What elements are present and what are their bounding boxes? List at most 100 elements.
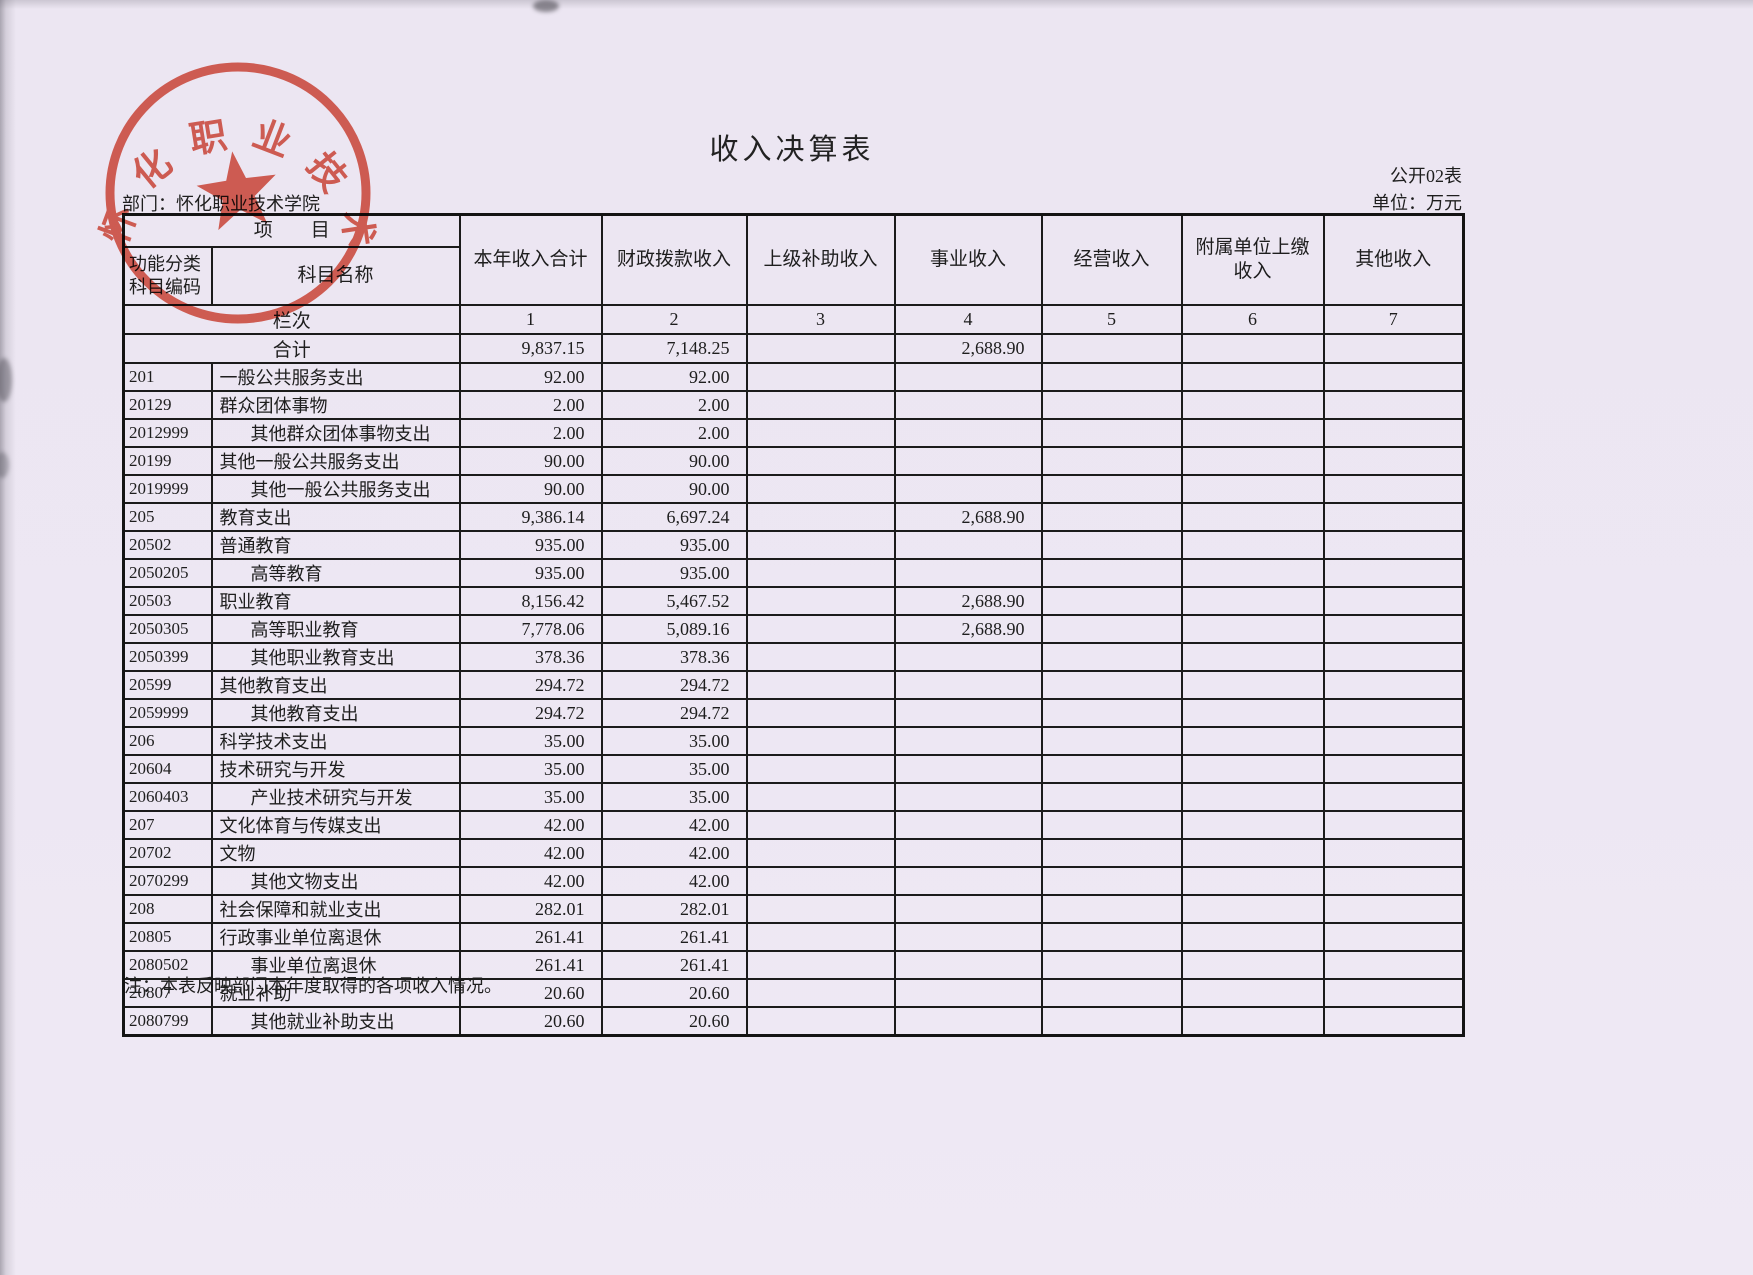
row-value [1040, 1006, 1183, 1037]
row-value [1040, 978, 1183, 1008]
row-value [893, 474, 1043, 504]
row-value [745, 502, 896, 532]
row-value [1040, 838, 1183, 868]
row-code: 206 [122, 726, 213, 756]
header-cell-business-income: 事业收入 [893, 213, 1043, 306]
row-value: 42.00 [600, 866, 748, 896]
table-row: 205 教育支出 9,386.14 6,697.24 2,688.90 [122, 502, 1465, 532]
row-name: 事业单位离退休 [210, 950, 461, 980]
row-value [1322, 1006, 1465, 1037]
row-value [1322, 642, 1465, 672]
table-row: 2050305 高等职业教育 7,778.06 5,089.16 2,688.90 [122, 614, 1465, 644]
subject-name-header-cell: 科目名称 [210, 246, 461, 306]
row-value: 92.00 [600, 362, 748, 392]
row-value [745, 474, 896, 504]
row-value [1180, 418, 1325, 448]
table-row: 2012999 其他群众团体事物支出 2.00 2.00 [122, 418, 1465, 448]
row-value [1180, 1006, 1325, 1037]
total-value [745, 333, 896, 364]
row-code: 207 [122, 810, 213, 840]
row-value [1040, 446, 1183, 476]
row-value: 9,386.14 [458, 502, 603, 532]
lane-col: 6 [1180, 304, 1325, 335]
row-value: 35.00 [600, 726, 748, 756]
row-value [893, 950, 1043, 980]
header-cell-subordinate-remit: 附属单位上缴收入 [1180, 213, 1325, 306]
row-value: 7,778.06 [458, 614, 603, 644]
row-value: 261.41 [600, 950, 748, 980]
table-row: 20503 职业教育 8,156.42 5,467.52 2,688.90 [122, 586, 1465, 616]
scan-smudge [0, 358, 12, 402]
row-code: 20599 [122, 670, 213, 700]
table-row: 2080502 事业单位离退休 261.41 261.41 [122, 950, 1465, 980]
table-row: 2059999 其他教育支出 294.72 294.72 [122, 698, 1465, 728]
code-header-cell: 功能分类 科目编码 [122, 246, 213, 306]
project-header-cell: 项 目 [122, 213, 461, 248]
row-code: 2070299 [122, 866, 213, 896]
row-value [893, 838, 1043, 868]
row-name: 群众团体事物 [210, 390, 461, 420]
row-value: 282.01 [458, 894, 603, 924]
row-value [1180, 558, 1325, 588]
row-value [1040, 502, 1183, 532]
row-value: 35.00 [600, 754, 748, 784]
lane-number-row: 栏次 1 2 3 4 5 6 7 [122, 304, 1465, 335]
table-body: 201 一般公共服务支出 92.00 92.00 20129 群众团体事物 2.00 2.00… [122, 362, 1465, 1037]
row-value: 42.00 [458, 838, 603, 868]
header-cell-other-income: 其他收入 [1322, 213, 1465, 306]
row-value [893, 782, 1043, 812]
row-value [1322, 782, 1465, 812]
row-value [1180, 810, 1325, 840]
row-value [1040, 754, 1183, 784]
total-value [1180, 333, 1325, 364]
row-value [1322, 978, 1465, 1008]
total-value: 2,688.90 [893, 333, 1043, 364]
row-value [893, 726, 1043, 756]
row-value [745, 894, 896, 924]
row-value: 2,688.90 [893, 614, 1043, 644]
lane-col: 3 [745, 304, 896, 335]
row-value: 20.60 [458, 1006, 603, 1037]
row-value: 935.00 [600, 558, 748, 588]
row-value [1322, 810, 1465, 840]
row-value: 8,156.42 [458, 586, 603, 616]
row-value [893, 1006, 1043, 1037]
row-code: 20702 [122, 838, 213, 868]
lane-col: 1 [458, 304, 603, 335]
row-value [745, 754, 896, 784]
table-row: 20502 普通教育 935.00 935.00 [122, 530, 1465, 560]
row-value [1322, 726, 1465, 756]
row-value [893, 698, 1043, 728]
row-value [1322, 894, 1465, 924]
row-code: 20807 [122, 978, 213, 1008]
table-row: 2050205 高等教育 935.00 935.00 [122, 558, 1465, 588]
row-value: 20.60 [600, 978, 748, 1008]
row-code: 2050305 [122, 614, 213, 644]
table-row: 207 文化体育与传媒支出 42.00 42.00 [122, 810, 1465, 840]
row-value [1322, 922, 1465, 952]
row-value [1322, 670, 1465, 700]
row-value [893, 362, 1043, 392]
row-value [1040, 530, 1183, 560]
table-row: 20702 文物 42.00 42.00 [122, 838, 1465, 868]
row-name: 普通教育 [210, 530, 461, 560]
row-value [1180, 642, 1325, 672]
row-value [1040, 922, 1183, 952]
row-name: 其他一般公共服务支出 [210, 474, 461, 504]
row-value [1180, 670, 1325, 700]
row-value [1180, 390, 1325, 420]
row-value [1322, 950, 1465, 980]
row-value: 935.00 [600, 530, 748, 560]
code-header-line2: 科目编码 [129, 277, 201, 297]
row-value [1180, 894, 1325, 924]
header-row-project: 项 目 本年收入合计 财政拨款收入 上级补助收入 事业收入 经营收入 附属单位上… [122, 213, 1465, 306]
row-value [1180, 446, 1325, 476]
row-value [1180, 614, 1325, 644]
row-value: 42.00 [600, 810, 748, 840]
row-value: 35.00 [458, 754, 603, 784]
table-row: 201 一般公共服务支出 92.00 92.00 [122, 362, 1465, 392]
row-value [1040, 950, 1183, 980]
total-value [1322, 333, 1465, 364]
row-value [745, 558, 896, 588]
